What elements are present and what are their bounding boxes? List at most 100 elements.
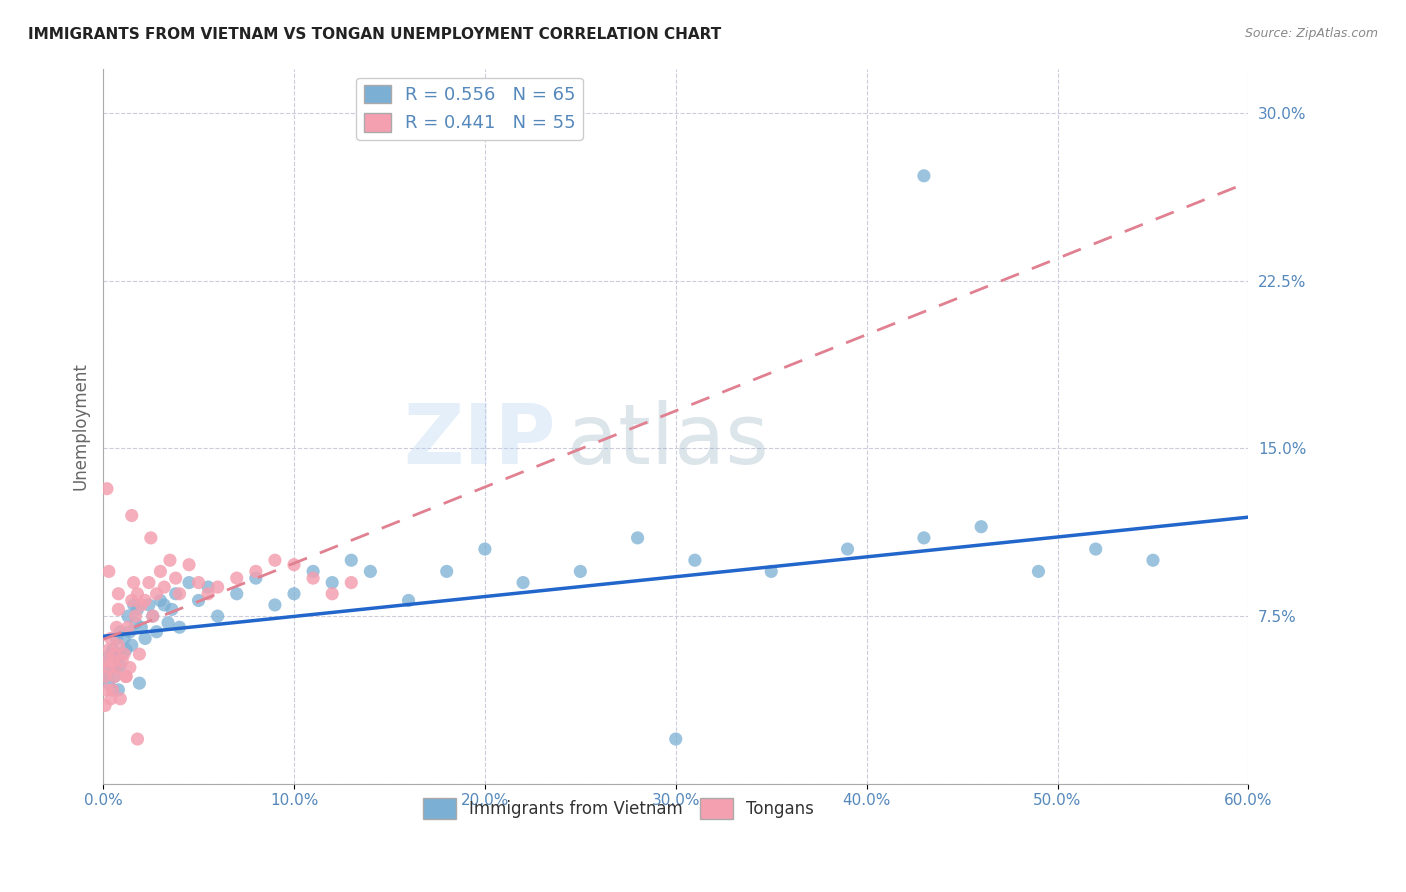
Point bbox=[100, 647, 122, 661]
Point bbox=[124, 615, 146, 630]
Point bbox=[245, 565, 267, 579]
Point bbox=[100, 660, 122, 674]
Point bbox=[207, 609, 229, 624]
Point bbox=[157, 615, 180, 630]
Point bbox=[474, 542, 496, 557]
Point bbox=[122, 598, 145, 612]
Point bbox=[153, 598, 176, 612]
Text: ZIP: ZIP bbox=[404, 400, 555, 481]
Point bbox=[912, 169, 935, 183]
Point bbox=[149, 565, 172, 579]
Point bbox=[131, 598, 153, 612]
Point bbox=[177, 558, 200, 572]
Point bbox=[117, 620, 139, 634]
Point bbox=[94, 698, 117, 713]
Point bbox=[225, 587, 247, 601]
Point bbox=[112, 632, 135, 646]
Point bbox=[761, 565, 783, 579]
Point bbox=[103, 654, 125, 668]
Point bbox=[145, 624, 167, 639]
Point bbox=[142, 609, 165, 624]
Point bbox=[110, 658, 132, 673]
Point bbox=[912, 531, 935, 545]
Point bbox=[142, 609, 165, 624]
Point bbox=[436, 565, 458, 579]
Point bbox=[121, 638, 143, 652]
Point bbox=[207, 580, 229, 594]
Point bbox=[111, 647, 134, 661]
Point bbox=[97, 654, 120, 668]
Point bbox=[121, 508, 143, 523]
Point bbox=[96, 654, 118, 668]
Point bbox=[1142, 553, 1164, 567]
Point bbox=[134, 593, 156, 607]
Point bbox=[302, 565, 325, 579]
Point bbox=[127, 602, 149, 616]
Point bbox=[159, 553, 181, 567]
Point bbox=[340, 553, 363, 567]
Point bbox=[101, 654, 124, 668]
Point bbox=[100, 691, 122, 706]
Text: IMMIGRANTS FROM VIETNAM VS TONGAN UNEMPLOYMENT CORRELATION CHART: IMMIGRANTS FROM VIETNAM VS TONGAN UNEMPL… bbox=[28, 27, 721, 42]
Point bbox=[111, 654, 134, 668]
Point bbox=[197, 580, 219, 594]
Point bbox=[837, 542, 859, 557]
Point bbox=[103, 647, 125, 661]
Point bbox=[683, 553, 706, 567]
Point bbox=[398, 593, 420, 607]
Point bbox=[283, 558, 305, 572]
Point bbox=[626, 531, 648, 545]
Point bbox=[103, 669, 125, 683]
Point bbox=[264, 553, 287, 567]
Text: atlas: atlas bbox=[567, 400, 769, 481]
Point bbox=[160, 602, 183, 616]
Point bbox=[321, 587, 343, 601]
Point bbox=[245, 571, 267, 585]
Point bbox=[115, 642, 138, 657]
Point bbox=[115, 669, 138, 683]
Point bbox=[122, 575, 145, 590]
Point bbox=[165, 571, 187, 585]
Point bbox=[105, 660, 128, 674]
Point bbox=[96, 482, 118, 496]
Point bbox=[107, 638, 129, 652]
Point bbox=[153, 580, 176, 594]
Point bbox=[970, 519, 993, 533]
Point bbox=[94, 669, 117, 683]
Legend: Immigrants from Vietnam, Tongans: Immigrants from Vietnam, Tongans bbox=[416, 792, 821, 825]
Point bbox=[124, 609, 146, 624]
Point bbox=[97, 642, 120, 657]
Point bbox=[96, 682, 118, 697]
Point bbox=[118, 660, 141, 674]
Point bbox=[134, 632, 156, 646]
Point bbox=[665, 732, 688, 747]
Point bbox=[101, 682, 124, 697]
Point bbox=[302, 571, 325, 585]
Point bbox=[107, 602, 129, 616]
Point bbox=[97, 660, 120, 674]
Point bbox=[115, 669, 138, 683]
Point bbox=[187, 593, 209, 607]
Point bbox=[169, 587, 191, 601]
Point bbox=[118, 624, 141, 639]
Point bbox=[145, 587, 167, 601]
Point bbox=[97, 676, 120, 690]
Point bbox=[96, 665, 118, 679]
Point bbox=[105, 620, 128, 634]
Point bbox=[112, 647, 135, 661]
Point bbox=[110, 624, 132, 639]
Point bbox=[138, 575, 160, 590]
Point bbox=[1084, 542, 1107, 557]
Point bbox=[131, 620, 153, 634]
Point bbox=[149, 593, 172, 607]
Point bbox=[321, 575, 343, 590]
Point bbox=[121, 593, 143, 607]
Point bbox=[101, 642, 124, 657]
Point bbox=[569, 565, 592, 579]
Point bbox=[1028, 565, 1050, 579]
Point bbox=[94, 669, 117, 683]
Point bbox=[264, 598, 287, 612]
Point bbox=[139, 531, 162, 545]
Point bbox=[127, 732, 149, 747]
Point bbox=[107, 647, 129, 661]
